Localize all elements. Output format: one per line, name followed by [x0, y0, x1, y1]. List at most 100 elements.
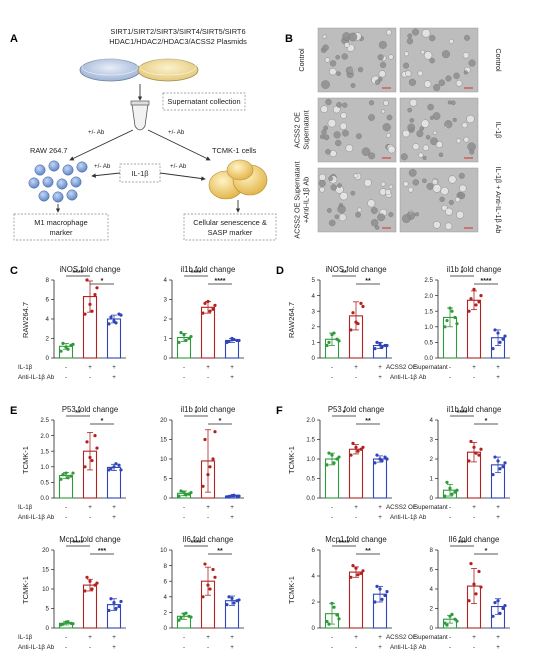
panel-a-letter: A — [10, 33, 18, 45]
data-point — [64, 345, 68, 349]
chart-C-1: il1b fold change 0 1 2 3 4 **** **** - - + - + + — [164, 265, 244, 381]
ab-label-right: +/- Ab — [168, 129, 185, 136]
micrograph-left-label-1-line1: Supernatant — [302, 110, 311, 149]
data-point — [380, 345, 384, 349]
data-point — [385, 590, 389, 594]
data-point — [109, 466, 113, 470]
condition-row2-label: Anti-IL-1β Ab — [18, 374, 55, 381]
y-tick-label: 6 — [312, 547, 316, 554]
data-point — [474, 303, 478, 307]
data-point — [383, 455, 387, 459]
data-point — [325, 463, 329, 467]
data-point — [472, 582, 476, 586]
chart-title: Il6 fold change — [183, 535, 234, 544]
data-point — [179, 489, 183, 493]
data-point — [232, 601, 236, 605]
y-tick-label: 8 — [164, 563, 168, 570]
significance-label: *** — [458, 540, 466, 547]
data-point — [230, 596, 234, 600]
y-tick-label: 4 — [164, 594, 168, 601]
data-point — [448, 614, 452, 618]
data-point — [493, 328, 497, 332]
y-tick-label: 10 — [42, 586, 49, 593]
data-point — [453, 617, 457, 621]
data-point — [206, 473, 210, 477]
data-point — [496, 459, 500, 463]
condition-sign-row1: + — [206, 634, 210, 641]
data-point — [112, 601, 116, 605]
data-point — [83, 312, 87, 316]
y-tick-label: 0.0 — [424, 355, 433, 362]
data-point — [375, 453, 379, 457]
condition-sign-row2: - — [183, 644, 185, 651]
data-point — [467, 459, 471, 463]
data-point — [479, 447, 483, 451]
condition-sign-row2: - — [355, 514, 357, 521]
data-point — [211, 567, 215, 572]
data-point — [498, 340, 502, 344]
condition-row2-label: Anti-IL-1β Ab — [390, 514, 427, 521]
panel-b-letter: B — [285, 33, 293, 45]
data-point — [117, 463, 121, 467]
y-axis-label: TCMK-1 — [287, 576, 296, 604]
micrograph-r0-c0 — [317, 27, 397, 93]
data-point — [177, 618, 181, 622]
data-point — [491, 614, 495, 618]
data-point — [450, 492, 454, 496]
condition-sign-row1: + — [354, 504, 358, 511]
tube-icon — [130, 100, 150, 131]
data-point — [445, 623, 449, 627]
condition-row1-sublabel: Supernatant — [414, 364, 448, 371]
data-point — [356, 322, 360, 326]
significance-label: **** — [339, 540, 350, 547]
data-point — [232, 493, 236, 497]
data-point — [477, 300, 481, 304]
y-tick-label: 2 — [46, 336, 50, 343]
significance-label: **** — [457, 410, 468, 417]
condition-sign-row1: - — [449, 364, 451, 371]
condition-sign-row2: + — [230, 374, 234, 381]
y-tick-label: 2 — [312, 324, 316, 331]
data-point — [491, 473, 495, 477]
data-point — [232, 337, 236, 342]
condition-sign-row2: + — [496, 374, 500, 381]
y-tick-label: 0 — [164, 625, 168, 632]
condition-sign-row1: + — [354, 634, 358, 641]
y-tick-label: 0.0 — [306, 495, 315, 502]
condition-sign-row2: - — [449, 514, 451, 521]
condition-sign-row2: - — [65, 374, 67, 381]
data-point — [184, 338, 188, 343]
data-point — [88, 455, 92, 460]
data-point — [503, 334, 507, 338]
data-point — [361, 569, 365, 573]
data-point — [203, 301, 207, 305]
y-tick-label: 4 — [430, 586, 434, 593]
data-point — [237, 494, 241, 498]
data-point — [179, 616, 183, 620]
data-point — [445, 480, 449, 484]
data-point — [455, 322, 459, 326]
data-point — [71, 342, 75, 346]
y-tick-label: 2 — [164, 316, 168, 323]
chart-E-0: P53 fold change0.00.51.01.52.02.5***--+-… — [18, 405, 126, 521]
data-point — [66, 347, 70, 351]
data-point — [189, 615, 193, 619]
y-tick-label: 15 — [160, 437, 167, 444]
data-point — [453, 490, 457, 494]
significance-label: ** — [365, 278, 371, 285]
data-point — [237, 598, 241, 602]
condition-sign-row1: + — [112, 634, 116, 641]
data-point — [354, 566, 358, 570]
plasmids-label-line2: HDAC1/HDAC2/HDAC3/ACSS2 Plasmids — [109, 37, 247, 46]
data-point — [208, 587, 212, 591]
data-point — [337, 455, 341, 459]
data-point — [351, 441, 355, 445]
condition-sign-row2: + — [230, 644, 234, 651]
data-point — [501, 606, 505, 611]
bar — [348, 571, 364, 629]
data-point — [448, 486, 452, 490]
data-point — [203, 437, 207, 442]
data-point — [493, 601, 497, 605]
